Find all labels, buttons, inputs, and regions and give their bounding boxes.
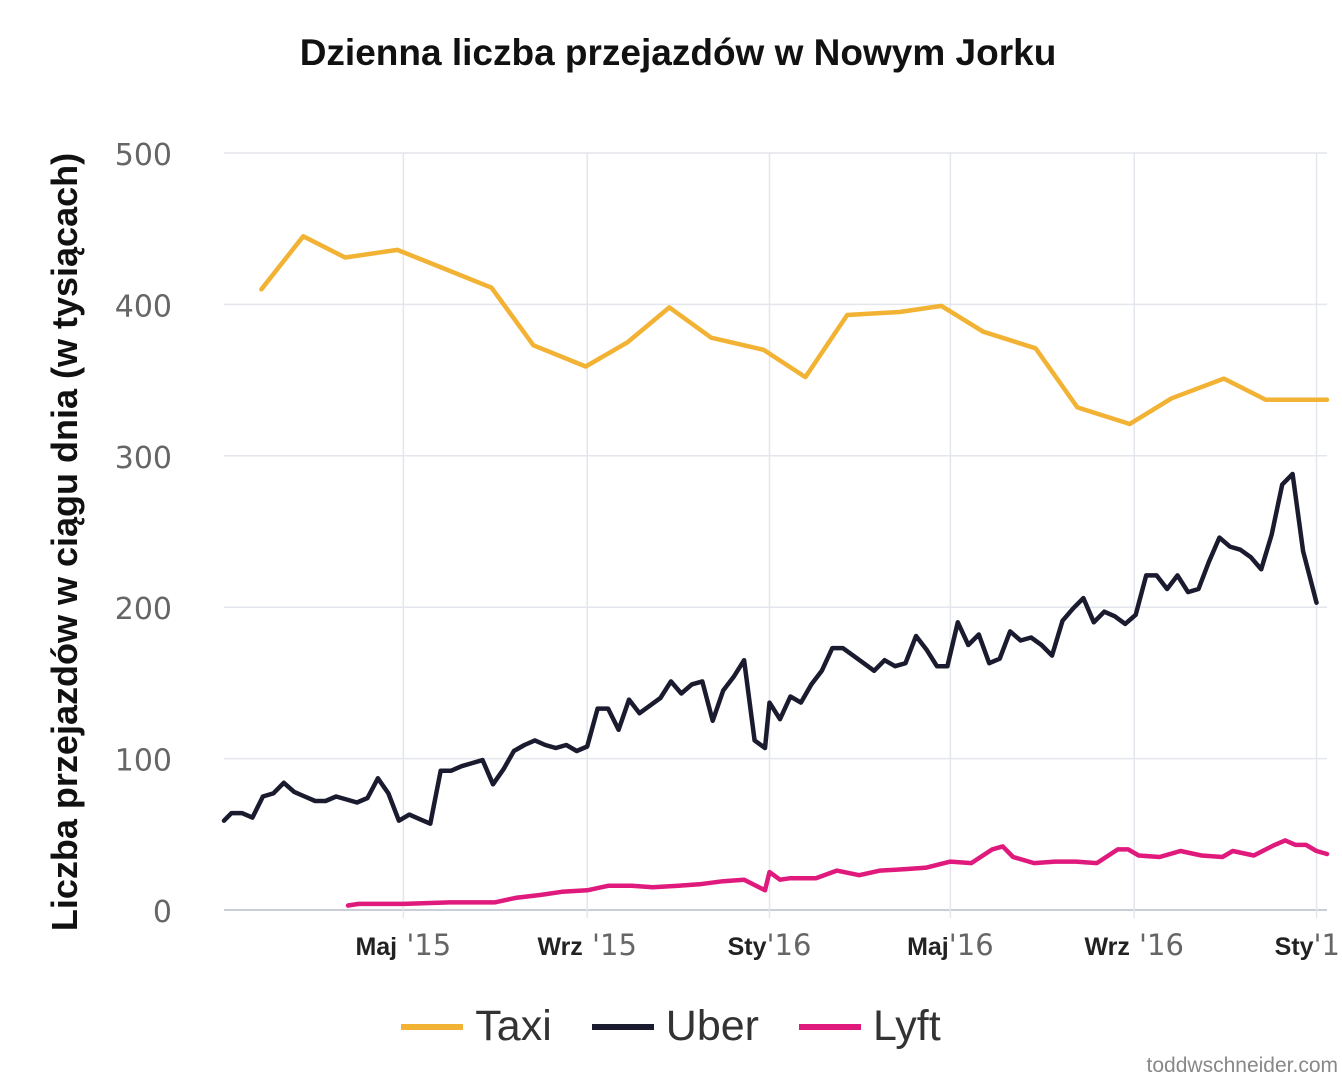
chart-title: Dzienna liczba przejazdów w Nowym Jorku — [299, 32, 1057, 73]
legend-label-uber: Uber — [665, 1002, 759, 1050]
y-tick-label: 100 — [115, 744, 172, 779]
series-line-taxi — [259, 234, 1330, 427]
legend-item-uber: Uber — [591, 1002, 759, 1051]
y-tick-label: 300 — [115, 441, 172, 476]
x-tick-label: Wrz '16 — [1084, 928, 1183, 962]
legend-label-lyft: Lyft — [872, 1002, 941, 1050]
axis-ticks: 0 100 200 300 400 500 Maj '15 Wrz '15 Sty'16 Maj'… — [115, 138, 1342, 962]
legend-swatch-lyft — [798, 1023, 861, 1030]
x-tick-label: Maj '15 — [355, 928, 451, 962]
x-tick-label: Sty'16 — [728, 928, 812, 962]
grid — [224, 152, 1327, 918]
x-tick-label: Maj'16 — [907, 928, 994, 962]
series-lines — [221, 234, 1330, 908]
legend-swatch-taxi — [401, 1023, 464, 1030]
legend-item-taxi: Taxi — [401, 1002, 552, 1051]
x-tick-label: Sty'17 — [1275, 928, 1342, 962]
series-line-uber — [221, 471, 1319, 826]
y-tick-label: 200 — [115, 592, 172, 627]
y-tick-label: 0 — [153, 895, 172, 930]
y-tick-label: 400 — [115, 289, 172, 324]
legend-item-lyft: Lyft — [798, 1002, 941, 1051]
y-tick-label: 500 — [115, 138, 172, 173]
legend: Taxi Uber Lyft — [0, 1002, 1342, 1051]
legend-swatch-uber — [591, 1023, 654, 1030]
source-credit: toddwschneider.com — [1146, 1054, 1338, 1077]
series-line-lyft — [345, 838, 1330, 908]
x-tick-label: Wrz '15 — [537, 928, 636, 962]
legend-label-taxi: Taxi — [475, 1002, 552, 1050]
